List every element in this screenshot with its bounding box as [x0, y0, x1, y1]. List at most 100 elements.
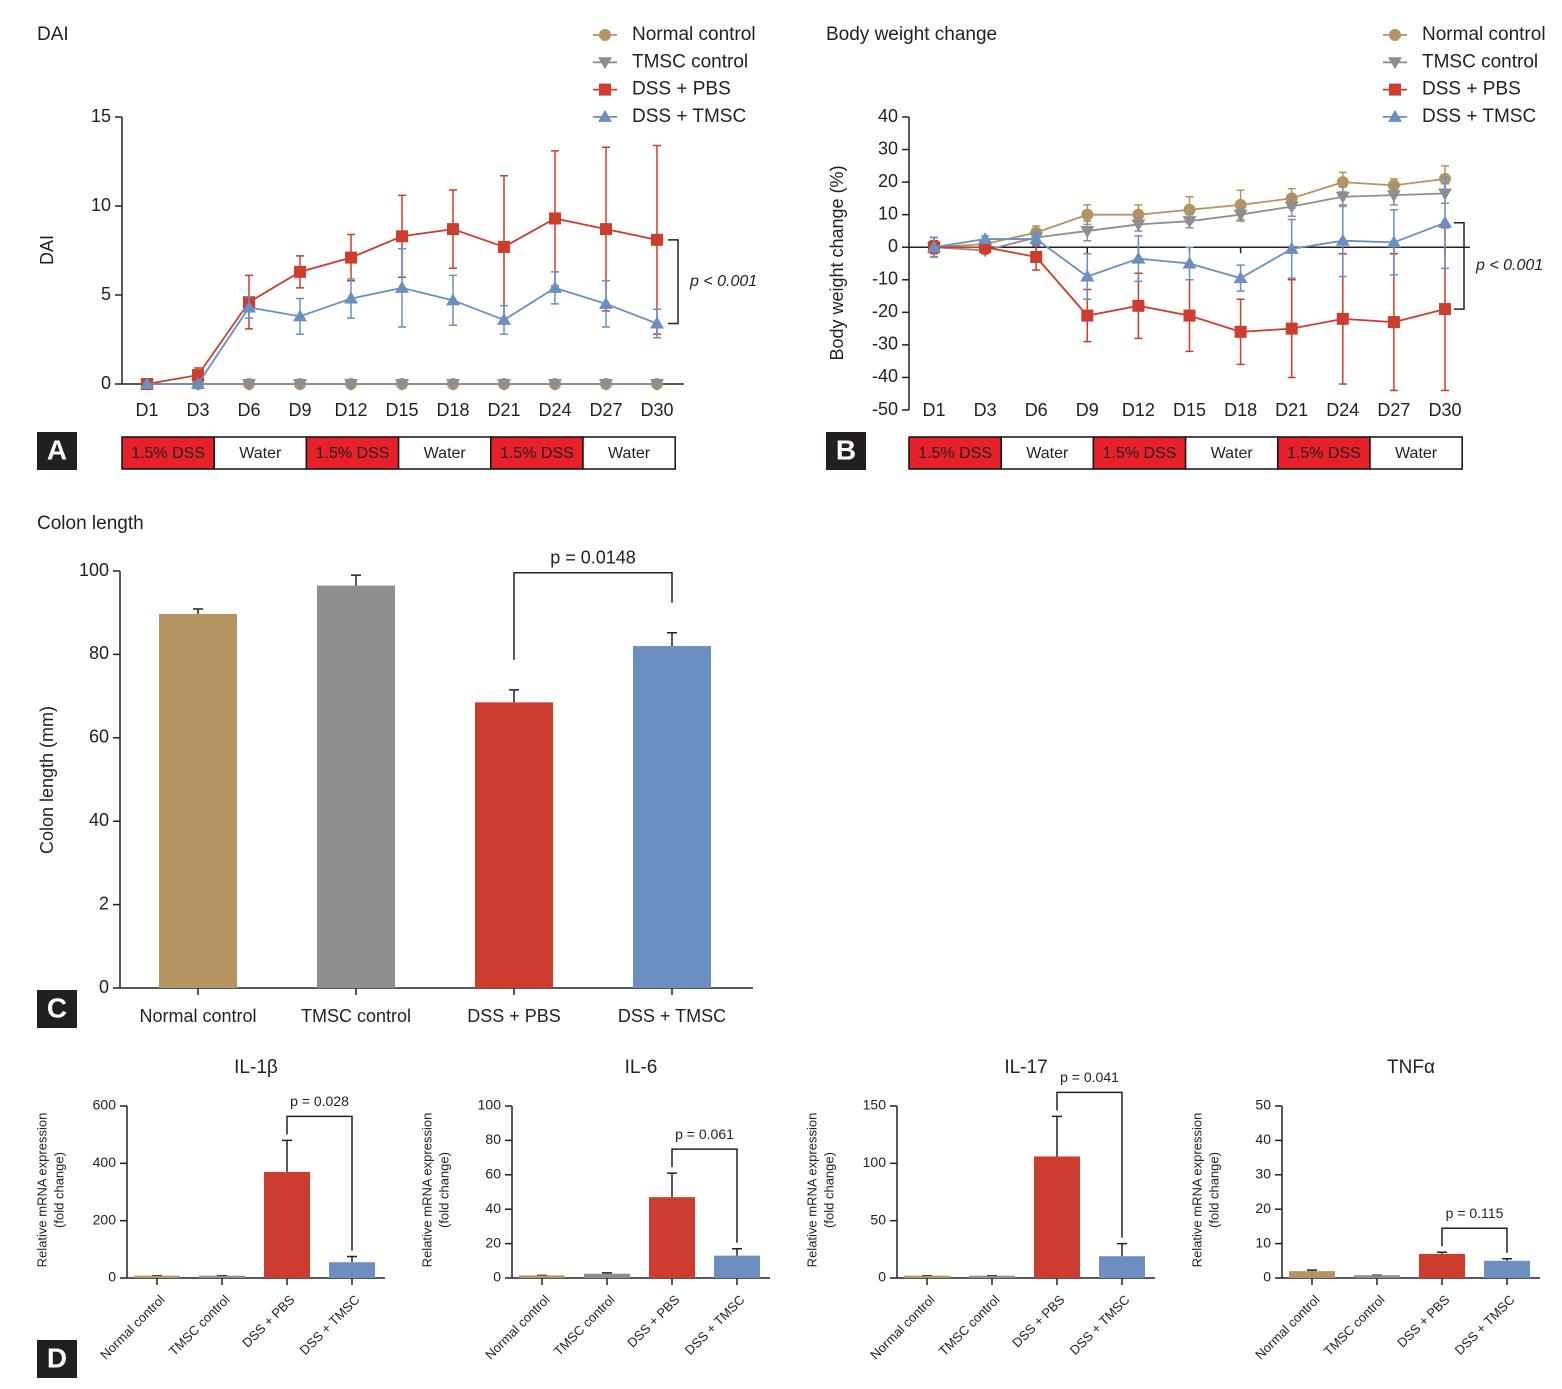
legend-label: Normal control	[1422, 24, 1546, 45]
x-tick-label: DSS + PBS	[1009, 1292, 1068, 1351]
marker	[294, 265, 306, 278]
marker	[1080, 269, 1095, 282]
marker	[1336, 312, 1349, 325]
y-tick-label: -10	[872, 269, 898, 289]
y-tick-label: 80	[485, 1131, 501, 1147]
marker	[600, 223, 612, 236]
chart-title: Colon length	[37, 513, 144, 534]
regimen-label: Water	[239, 445, 282, 462]
bar	[969, 1275, 1015, 1278]
regimen-cell	[490, 436, 584, 470]
marker	[395, 379, 409, 391]
y-tick-label: 0	[108, 1269, 116, 1285]
x-tick-label: Normal control	[97, 1292, 167, 1362]
y-tick-label: 0	[878, 1269, 886, 1285]
y-tick-label: 10	[91, 195, 111, 215]
x-tick-label: DSS + TMSC	[297, 1292, 363, 1358]
panel-label: C	[47, 992, 67, 1023]
x-tick-label: DSS + TMSC	[1452, 1292, 1518, 1358]
x-tick-label: D15	[1173, 400, 1206, 420]
marker	[344, 291, 358, 304]
annotation: p < 0.001	[689, 273, 757, 290]
regimen-label: 1.5% DSS	[131, 445, 205, 462]
y-axis-label: Colon length (mm)	[37, 706, 57, 854]
y-axis-label: Relative mRNA expression	[1189, 1113, 1204, 1268]
x-tick-label: DSS + TMSC	[682, 1292, 748, 1358]
y-tick-label: 0	[493, 1269, 501, 1285]
y-axis-label: Body weight change (%)	[827, 165, 847, 360]
chart-title: Body weight change	[826, 24, 997, 45]
x-tick-label: D30	[640, 400, 673, 420]
error-bar	[1052, 1115, 1062, 1157]
error-bar	[351, 574, 361, 586]
y-tick-label: -50	[872, 399, 898, 419]
marker	[1183, 309, 1196, 322]
panel-label: A	[47, 434, 67, 465]
y-tick-label: 0	[1263, 1269, 1271, 1285]
marker	[1336, 176, 1349, 189]
x-tick-label: D6	[237, 400, 260, 420]
chart-title: IL-17	[1004, 1057, 1047, 1078]
marker	[1080, 225, 1095, 238]
y-tick-label: 60	[89, 727, 109, 747]
regimen-label: Water	[1211, 445, 1254, 462]
error-bar	[282, 1139, 292, 1172]
x-tick-label: TMSC control	[301, 1006, 411, 1026]
y-axis-label: Relative mRNA expression	[34, 1113, 49, 1268]
y-tick-label: 0	[101, 373, 111, 393]
bracket	[1441, 1227, 1508, 1253]
marker	[1335, 233, 1350, 246]
marker	[1081, 309, 1094, 322]
y-axis-label: DAI	[37, 235, 57, 265]
chart-title: DAI	[37, 24, 69, 45]
marker	[549, 212, 561, 225]
legend-marker	[1388, 57, 1402, 70]
marker	[1386, 235, 1401, 248]
legend-label: TMSC control	[1422, 51, 1538, 72]
regimen-cell	[397, 436, 492, 470]
x-tick-label: D12	[1122, 400, 1155, 420]
x-tick-label: D27	[1377, 400, 1410, 420]
legend-marker	[1388, 109, 1402, 122]
marker	[242, 379, 256, 391]
y-tick-label: 100	[478, 1097, 502, 1113]
regimen-label: 1.5% DSS	[1287, 445, 1361, 462]
bracket	[1056, 1091, 1123, 1238]
marker	[1439, 303, 1451, 316]
y-tick-label: 80	[89, 643, 109, 663]
regimen-cell	[1277, 436, 1371, 470]
y-tick-label: 10	[1255, 1234, 1271, 1250]
y-tick-label: 40	[89, 810, 109, 830]
x-tick-label: Normal control	[482, 1292, 552, 1362]
marker	[1182, 256, 1197, 269]
legend-label: DSS + PBS	[632, 79, 731, 100]
marker	[650, 379, 664, 391]
bar	[1289, 1271, 1335, 1278]
x-tick-label: D3	[974, 400, 997, 420]
panel-label: B	[836, 434, 856, 465]
y-tick-label: 600	[93, 1097, 117, 1113]
x-tick-label: D27	[589, 400, 622, 420]
x-tick-label: Normal control	[139, 1006, 256, 1026]
y-axis-label: (fold change)	[436, 1152, 451, 1228]
chart-title: IL-6	[625, 1057, 658, 1078]
y-tick-label: 5	[101, 284, 111, 304]
bar	[714, 1255, 760, 1278]
error-bar	[1117, 1242, 1127, 1257]
marker	[1386, 190, 1401, 203]
y-tick-label: 20	[485, 1234, 501, 1250]
x-tick-label: DSS + TMSC	[1067, 1292, 1133, 1358]
marker	[395, 280, 409, 293]
y-tick-label: 150	[863, 1097, 887, 1113]
error-bar	[509, 689, 519, 703]
marker	[650, 316, 664, 329]
y-tick-label: 40	[878, 106, 898, 126]
marker	[498, 240, 510, 253]
y-tick-label: 200	[93, 1211, 117, 1227]
x-tick-label: DSS + PBS	[1394, 1292, 1453, 1351]
annotation: p < 0.001	[1475, 257, 1543, 274]
bar	[159, 613, 237, 988]
x-tick-label: D12	[334, 400, 367, 420]
error-bar	[667, 631, 677, 647]
